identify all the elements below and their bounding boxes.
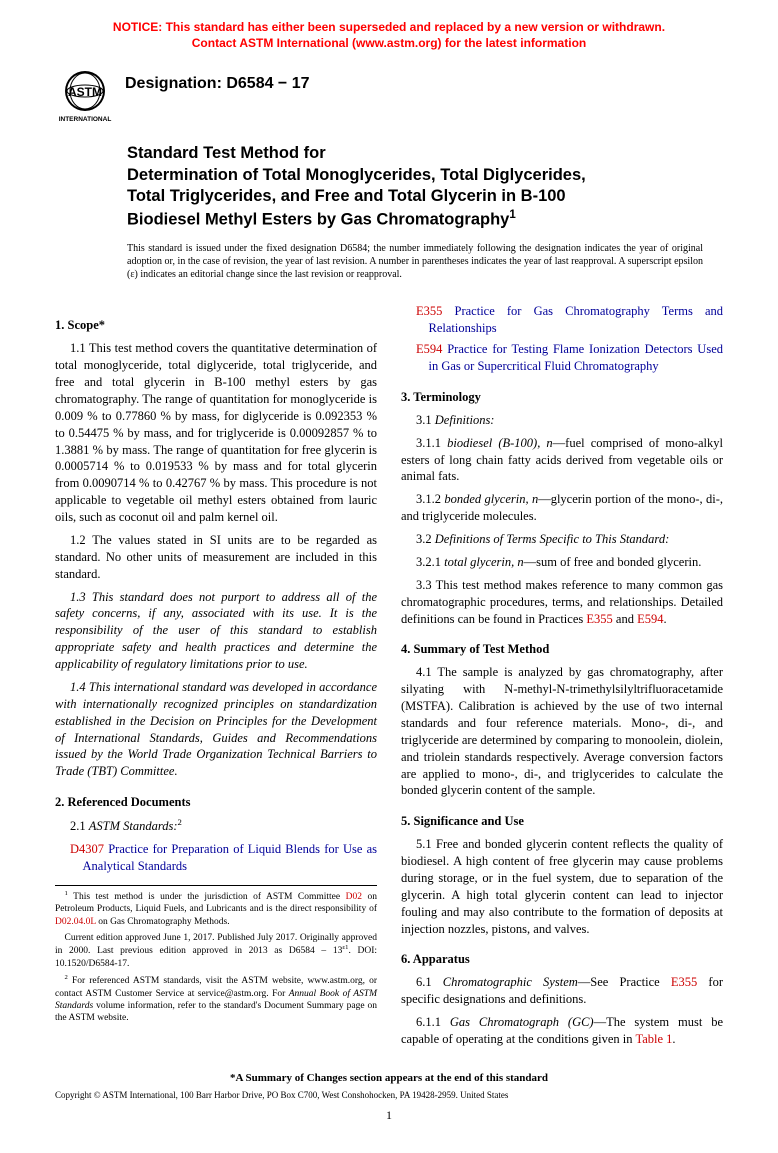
para-1-4: 1.4 This international standard was deve… xyxy=(55,679,377,780)
para-3-2-1: 3.2.1 total glycerin, n—sum of free and … xyxy=(401,554,723,571)
para-4-1: 4.1 The sample is analyzed by gas chroma… xyxy=(401,664,723,799)
svg-text:ASTM: ASTM xyxy=(68,85,102,99)
para-5-1: 5.1 Free and bonded glycerin content ref… xyxy=(401,836,723,937)
ref-d4307-link[interactable]: D4307 xyxy=(70,842,104,856)
title-line1: Standard Test Method for xyxy=(127,143,723,164)
para-3-3: 3.3 This test method makes reference to … xyxy=(401,577,723,628)
title-block: Standard Test Method for Determination o… xyxy=(127,143,723,230)
para-1-1: 1.1 This test method covers the quantita… xyxy=(55,340,377,526)
right-column: E355 Practice for Gas Chromatography Ter… xyxy=(401,303,723,1053)
para-2-1: 2.1 ASTM Standards:2 xyxy=(55,817,377,835)
link-e594[interactable]: E594 xyxy=(637,612,663,626)
para-3-1-1: 3.1.1 biodiesel (B-100), n—fuel comprise… xyxy=(401,435,723,486)
apparatus-head: 6. Apparatus xyxy=(401,951,723,968)
copyright: Copyright © ASTM International, 100 Barr… xyxy=(55,1090,723,1100)
para-1-2: 1.2 The values stated in SI units are to… xyxy=(55,532,377,583)
title-line3: Total Triglycerides, and Free and Total … xyxy=(127,186,723,207)
para-3-1: 3.1 Definitions: xyxy=(401,412,723,429)
link-e355[interactable]: E355 xyxy=(586,612,612,626)
issuance-note: This standard is issued under the fixed … xyxy=(127,242,703,281)
left-column: 1. Scope* 1.1 This test method covers th… xyxy=(55,303,377,1053)
header-row: ASTM INTERNATIONAL Designation: D6584 − … xyxy=(55,69,723,125)
footnote-1b: Current edition approved June 1, 2017. P… xyxy=(55,932,377,970)
link-e355-b[interactable]: E355 xyxy=(671,975,697,989)
fn1-link-d0204[interactable]: D02.04.0L xyxy=(55,917,96,927)
svg-text:INTERNATIONAL: INTERNATIONAL xyxy=(59,116,112,123)
scope-head: 1. Scope* xyxy=(55,317,377,334)
refdocs-head: 2. Referenced Documents xyxy=(55,794,377,811)
notice-banner: NOTICE: This standard has either been su… xyxy=(55,20,723,51)
para-3-1-2: 3.1.2 bonded glycerin, n—glycerin portio… xyxy=(401,491,723,525)
para-6-1-1: 6.1.1 Gas Chromatograph (GC)—The system … xyxy=(401,1014,723,1048)
ref-e594: E594 Practice for Testing Flame Ionizati… xyxy=(401,341,723,375)
para-6-1: 6.1 Chromatographic System—See Practice … xyxy=(401,974,723,1008)
page-number: 1 xyxy=(55,1108,723,1123)
terminology-head: 3. Terminology xyxy=(401,389,723,406)
para-3-2: 3.2 Definitions of Terms Specific to Thi… xyxy=(401,531,723,548)
footnote-2: 2 For referenced ASTM standards, visit t… xyxy=(55,974,377,1025)
para-1-3: 1.3 This standard does not purport to ad… xyxy=(55,589,377,673)
summary-head: 4. Summary of Test Method xyxy=(401,641,723,658)
astm-logo: ASTM INTERNATIONAL xyxy=(55,69,115,125)
significance-head: 5. Significance and Use xyxy=(401,813,723,830)
title-line4: Biodiesel Methyl Esters by Gas Chromatog… xyxy=(127,208,723,231)
ref-d4307: D4307 Practice for Preparation of Liquid… xyxy=(55,841,377,875)
designation: Designation: D6584 − 17 xyxy=(125,75,310,93)
link-table1[interactable]: Table 1 xyxy=(635,1032,672,1046)
footnote-1: 1 This test method is under the jurisdic… xyxy=(55,890,377,928)
notice-line2: Contact ASTM International (www.astm.org… xyxy=(192,36,586,50)
page: NOTICE: This standard has either been su… xyxy=(0,0,778,1153)
fn1-link-d02[interactable]: D02 xyxy=(346,892,362,902)
summary-changes-note: *A Summary of Changes section appears at… xyxy=(55,1072,723,1084)
notice-line1: NOTICE: This standard has either been su… xyxy=(113,20,665,34)
columns: 1. Scope* 1.1 This test method covers th… xyxy=(55,303,723,1053)
ref-e594-link[interactable]: E594 xyxy=(416,342,442,356)
ref-e355: E355 Practice for Gas Chromatography Ter… xyxy=(401,303,723,337)
title-line2: Determination of Total Monoglycerides, T… xyxy=(127,165,723,186)
footnotes: 1 This test method is under the jurisdic… xyxy=(55,885,377,1025)
ref-e355-link[interactable]: E355 xyxy=(416,304,442,318)
